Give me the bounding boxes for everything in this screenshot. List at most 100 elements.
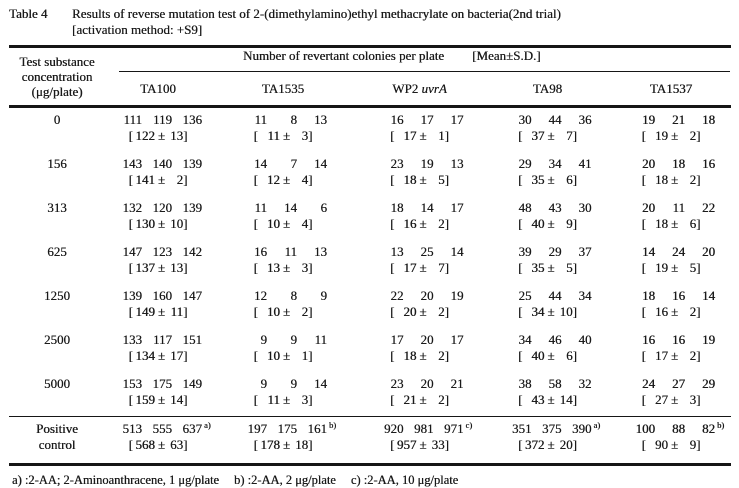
- plate-count: 36: [578, 112, 592, 127]
- bracket-open: [: [128, 216, 133, 231]
- header-sub-rule: [119, 71, 731, 72]
- plate-count: 14: [450, 244, 464, 259]
- ta98-cell: 30 44 36 [37 ±7]: [484, 107, 611, 153]
- sd-value: 5: [566, 260, 573, 275]
- bracket-open: [: [390, 128, 395, 143]
- plate-count: 132: [122, 200, 143, 215]
- strain-header-ta1535: TA1535: [211, 72, 355, 108]
- bracket-close: ]: [183, 348, 188, 363]
- plus-minus: ±: [670, 348, 679, 363]
- bracket-open: [: [518, 128, 523, 143]
- mean-value: 35: [531, 260, 545, 275]
- plus-minus: ±: [282, 260, 291, 275]
- header-row-strains: TA100 TA1535 WP2 uvrA TA98 TA1537: [9, 72, 732, 108]
- plate-count: 29: [518, 156, 532, 171]
- bracket-close: ]: [696, 437, 701, 452]
- plus-minus: ±: [282, 437, 291, 452]
- plate-count: 9: [260, 376, 268, 391]
- plate-count: 920: [384, 421, 404, 436]
- bracket-close: ]: [444, 216, 449, 231]
- sd-value: 33: [431, 437, 445, 452]
- sd-value: 5: [689, 260, 697, 275]
- ta100-cell: 153 175 149 [159 ±14]: [105, 372, 211, 417]
- plate-counts: 25 44 34: [484, 288, 611, 304]
- plate-count: 44: [548, 288, 562, 303]
- concentration-header: Test substance concentration (μg/plate): [9, 46, 105, 108]
- ta100-cell: 147 123 142 [137 ±13]: [105, 240, 211, 284]
- plate-count: 16: [672, 332, 686, 347]
- mean-value: 17: [654, 348, 668, 363]
- wp2uvra-cell: 18 14 17 [16 ±2]: [355, 196, 484, 240]
- bracket-open: [: [518, 437, 523, 452]
- plate-count: 16: [642, 332, 656, 347]
- sd-value: 9: [689, 437, 697, 452]
- footnote-a: a) :2-AA; 2-Aminoanthracene, 1 μg/plate: [12, 473, 219, 487]
- plate-count: 140: [152, 156, 173, 171]
- strain-name: TA1537: [649, 80, 693, 96]
- plate-count: 29: [548, 244, 562, 259]
- mean-value: 37: [531, 128, 545, 143]
- plate-count: 20: [702, 244, 716, 259]
- plate-counts: 20 11 22: [611, 200, 731, 216]
- mean-sd: [35 ±5]: [484, 260, 611, 276]
- bracket-close: ]: [308, 348, 313, 363]
- mean-value: 372: [524, 437, 545, 452]
- plate-count: 9: [290, 376, 298, 391]
- ta98-cell: 39 29 37 [35 ±5]: [484, 240, 611, 284]
- plate-count: 981: [414, 421, 434, 436]
- ta1537-cell: 20 11 22 [18 ±6]: [611, 196, 731, 240]
- mean-sd: [130 ±10]: [105, 216, 211, 232]
- mean-value: 134: [135, 348, 155, 363]
- bracket-open: [: [253, 392, 258, 407]
- colonies-header-inner: Number of revertant colonies per plate […: [105, 48, 731, 64]
- plate-count: 82: [702, 421, 716, 436]
- table-row: 625 147 123 142 [137 ±13] 16 11 13 [13 ±3] 13 2…: [9, 240, 731, 284]
- sd-value: 4: [301, 216, 309, 231]
- plate-count: 20: [420, 288, 434, 303]
- mean-sd: [16 ±2]: [611, 304, 731, 320]
- plate-count: 32: [578, 376, 592, 391]
- plus-minus: ±: [670, 437, 679, 452]
- dose-cell: 2500: [44, 332, 70, 347]
- plate-count: 175: [277, 421, 298, 436]
- bracket-open: [: [253, 216, 258, 231]
- strain-name: TA1535: [261, 80, 305, 96]
- plate-counts: 197 175 161 b): [211, 420, 355, 437]
- mean-sd: [149 ±11]: [105, 304, 211, 320]
- plate-count: 37: [578, 244, 592, 259]
- mean-sd: [134 ±17]: [105, 348, 211, 364]
- mean-value: 13: [266, 260, 280, 275]
- bracket-close: ]: [572, 128, 577, 143]
- plate-count: 22: [702, 200, 716, 215]
- bracket-close: ]: [308, 128, 313, 143]
- table-caption: Table 4 Results of reverse mutation test…: [9, 6, 731, 38]
- mean-value: 40: [531, 348, 545, 363]
- plate-counts: 351 375 390 a): [484, 420, 611, 437]
- bracket-close: ]: [696, 304, 701, 319]
- plate-count: 14: [702, 288, 716, 303]
- sd-value: 13: [170, 128, 184, 143]
- plate-counts: 30 44 36: [484, 112, 611, 128]
- mean-value: 43: [531, 392, 545, 407]
- ta1537-cell: 16 16 19 [17 ±2]: [611, 328, 731, 372]
- bracket-open: [: [518, 216, 523, 231]
- plate-count: 14: [254, 156, 267, 171]
- bracket-open: [: [641, 260, 646, 275]
- plate-counts: 18 14 17: [355, 200, 484, 216]
- bracket-open: [: [641, 172, 646, 187]
- plate-count: 20: [642, 200, 656, 215]
- ta98-cell: 351 375 390 a) [372 ±20]: [484, 416, 611, 465]
- ta1535-cell: 14 7 14 [12 ±4]: [211, 152, 355, 196]
- plate-count: 7: [290, 156, 298, 171]
- mean-sd: [21 ±2]: [355, 392, 484, 408]
- plate-count: 153: [122, 376, 143, 391]
- plate-counts: 39 29 37: [484, 244, 611, 260]
- footnote-c: c) :2-AA, 10 μg/plate: [350, 473, 459, 487]
- mean-value: 19: [654, 260, 668, 275]
- bracket-close: ]: [572, 216, 577, 231]
- bracket-close: ]: [572, 260, 577, 275]
- mean-sd: [34 ±10]: [484, 304, 611, 320]
- bracket-close: ]: [696, 348, 701, 363]
- ta98-cell: 25 44 34 [34 ±10]: [484, 284, 611, 328]
- sd-value: 5: [438, 172, 445, 187]
